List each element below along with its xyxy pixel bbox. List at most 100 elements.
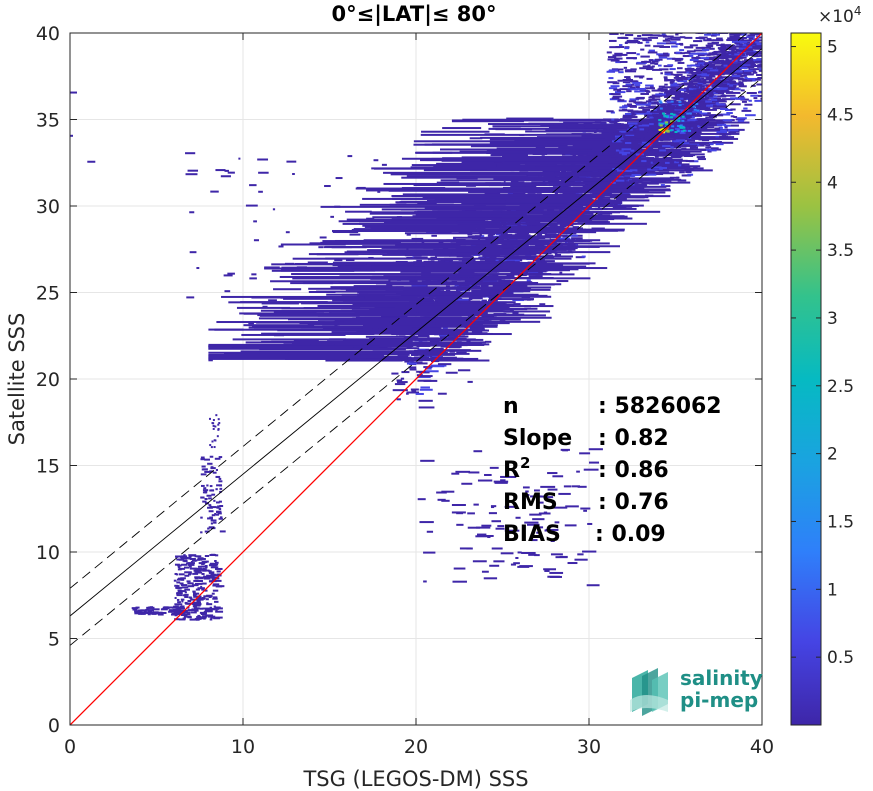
density-cell bbox=[738, 47, 748, 50]
density-cell bbox=[671, 86, 676, 89]
density-cell bbox=[176, 592, 183, 595]
density-cell bbox=[664, 77, 668, 80]
density-cell bbox=[703, 62, 712, 65]
density-cell bbox=[706, 53, 720, 56]
density-cell bbox=[615, 179, 625, 182]
density-cell bbox=[658, 87, 664, 90]
density-cell bbox=[213, 519, 217, 522]
density-cell bbox=[640, 55, 650, 58]
density-cell bbox=[717, 113, 722, 116]
density-cell bbox=[670, 80, 675, 83]
density-cell bbox=[397, 381, 408, 384]
density-cell bbox=[510, 309, 514, 312]
density-cell bbox=[697, 125, 701, 128]
density-cell bbox=[722, 86, 737, 89]
density-cell bbox=[167, 606, 174, 609]
density-cell bbox=[541, 260, 555, 263]
density-cell bbox=[487, 536, 491, 539]
density-cell bbox=[697, 128, 708, 131]
density-cell bbox=[730, 108, 736, 111]
density-cell bbox=[383, 221, 464, 224]
density-cell bbox=[549, 571, 564, 574]
x-tick-label: 0 bbox=[64, 736, 76, 758]
density-cell bbox=[396, 379, 403, 382]
density-cell bbox=[174, 584, 179, 587]
density-cell bbox=[179, 609, 185, 612]
density-cell bbox=[705, 84, 710, 87]
density-cell bbox=[409, 368, 417, 371]
density-cell bbox=[738, 85, 747, 88]
density-cell bbox=[549, 575, 562, 578]
density-cell bbox=[659, 121, 750, 124]
density-cell bbox=[497, 190, 518, 193]
density-cell bbox=[356, 186, 366, 189]
density-cell bbox=[421, 299, 435, 302]
density-cell bbox=[740, 95, 745, 98]
density-cell bbox=[214, 561, 219, 564]
density-cell bbox=[717, 60, 732, 63]
density-cell bbox=[192, 605, 197, 608]
density-cell bbox=[262, 305, 268, 308]
density-cell bbox=[736, 40, 741, 43]
density-cell bbox=[205, 598, 209, 601]
density-cell bbox=[346, 250, 520, 253]
density-cell bbox=[667, 110, 674, 113]
density-cell bbox=[563, 485, 572, 488]
density-cell bbox=[664, 105, 674, 108]
density-cell bbox=[622, 108, 628, 111]
density-cell bbox=[662, 180, 667, 183]
density-cell bbox=[173, 612, 178, 615]
density-cell bbox=[455, 247, 500, 250]
density-cell bbox=[609, 46, 621, 49]
density-cell bbox=[664, 73, 671, 76]
density-cell bbox=[640, 185, 646, 188]
density-cell bbox=[615, 138, 624, 141]
density-cell bbox=[674, 95, 690, 98]
y-tick-label: 5 bbox=[48, 629, 60, 651]
density-cell bbox=[719, 80, 736, 83]
density-cell bbox=[692, 130, 701, 133]
density-cell bbox=[607, 58, 618, 61]
density-cell bbox=[484, 259, 498, 262]
density-cell bbox=[183, 560, 188, 563]
density-cell bbox=[258, 317, 441, 320]
density-cell bbox=[744, 62, 753, 65]
density-cell bbox=[215, 475, 221, 478]
density-cell bbox=[365, 335, 417, 338]
density-cell bbox=[730, 124, 739, 127]
density-cell bbox=[742, 56, 747, 59]
density-cell bbox=[738, 48, 745, 51]
density-cell bbox=[210, 522, 213, 525]
x-tick-label: 30 bbox=[577, 736, 601, 758]
density-cell bbox=[701, 74, 710, 77]
density-cell bbox=[612, 206, 627, 209]
density-cell bbox=[625, 167, 634, 170]
density-cell bbox=[246, 345, 380, 348]
density-cell bbox=[609, 33, 619, 35]
density-cell bbox=[655, 93, 666, 96]
density-cell bbox=[459, 547, 472, 550]
density-cell bbox=[469, 137, 483, 140]
density-cell bbox=[708, 52, 712, 55]
density-cell bbox=[491, 520, 502, 523]
density-cell bbox=[629, 41, 641, 44]
x-tick-label: 10 bbox=[231, 736, 255, 758]
density-cell bbox=[715, 99, 726, 102]
colorbar-tick-label: 0.5 bbox=[827, 648, 854, 668]
density-cell bbox=[541, 155, 545, 158]
density-cell bbox=[411, 353, 456, 356]
density-cell bbox=[629, 105, 637, 108]
density-cell bbox=[717, 87, 728, 90]
density-cell bbox=[741, 33, 747, 36]
density-cell bbox=[203, 595, 211, 598]
density-cell bbox=[644, 44, 651, 47]
density-cell bbox=[698, 75, 709, 78]
density-cell bbox=[179, 607, 186, 610]
density-cell bbox=[699, 143, 706, 146]
density-cell bbox=[658, 85, 665, 88]
density-cell bbox=[688, 126, 691, 129]
density-cell bbox=[545, 229, 618, 232]
density-cell bbox=[651, 89, 668, 92]
density-cell bbox=[653, 45, 664, 48]
stat-label: Slope bbox=[503, 426, 572, 451]
